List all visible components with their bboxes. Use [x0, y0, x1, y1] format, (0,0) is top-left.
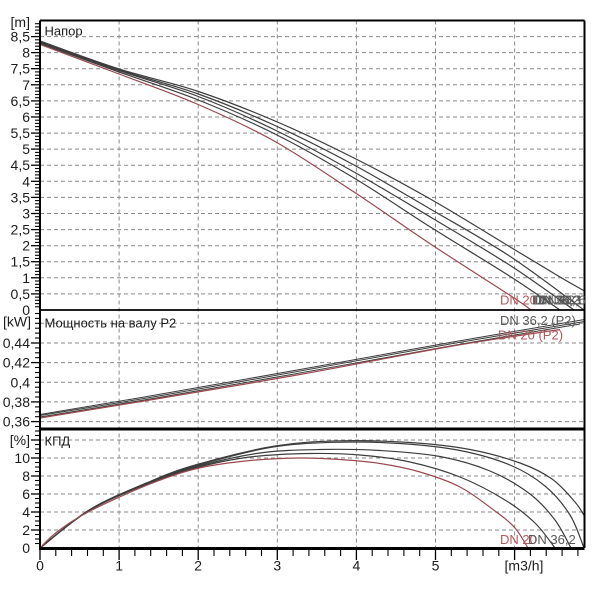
svg-text:0,42: 0,42 — [3, 355, 30, 371]
svg-text:6: 6 — [22, 486, 30, 502]
svg-text:[%]: [%] — [10, 432, 30, 448]
svg-text:4,5: 4,5 — [11, 157, 31, 173]
svg-text:6: 6 — [22, 109, 30, 125]
svg-text:2: 2 — [22, 238, 30, 254]
svg-text:0,4: 0,4 — [11, 374, 31, 390]
svg-text:DN 26,3: DN 26,3 — [533, 293, 581, 308]
svg-text:Мощность на валу Р2: Мощность на валу Р2 — [45, 315, 177, 330]
svg-text:7: 7 — [22, 77, 30, 93]
svg-text:8: 8 — [22, 45, 30, 61]
svg-text:КПД: КПД — [45, 433, 71, 448]
svg-text:DN 33,6: DN 33,6 — [538, 293, 586, 308]
svg-text:5: 5 — [432, 558, 440, 574]
svg-text:0: 0 — [22, 540, 30, 556]
svg-text:6,5: 6,5 — [11, 93, 31, 109]
svg-text:DN 36,2 (P2): DN 36,2 (P2) — [500, 313, 576, 328]
svg-text:0: 0 — [22, 302, 30, 318]
svg-text:1: 1 — [115, 558, 123, 574]
svg-text:2: 2 — [22, 522, 30, 538]
svg-text:DN 30,1: DN 30,1 — [535, 293, 583, 308]
svg-text:3: 3 — [273, 558, 281, 574]
svg-text:[kW]: [kW] — [3, 314, 31, 330]
svg-text:8,5: 8,5 — [11, 29, 31, 45]
svg-text:3: 3 — [22, 206, 30, 222]
svg-text:7,5: 7,5 — [11, 61, 31, 77]
svg-text:0,38: 0,38 — [3, 394, 30, 410]
svg-text:Напор: Напор — [45, 24, 83, 39]
svg-text:[m3/h]: [m3/h] — [505, 558, 544, 574]
svg-text:1,5: 1,5 — [11, 254, 31, 270]
svg-text:0,36: 0,36 — [3, 414, 30, 430]
svg-text:10: 10 — [14, 450, 30, 466]
svg-text:5: 5 — [22, 141, 30, 157]
svg-text:3,5: 3,5 — [11, 189, 31, 205]
svg-text:4: 4 — [353, 558, 361, 574]
svg-text:5,5: 5,5 — [11, 125, 31, 141]
svg-text:[m]: [m] — [11, 14, 30, 30]
svg-text:DN 20 (P2): DN 20 (P2) — [498, 328, 563, 343]
svg-text:0,44: 0,44 — [3, 335, 30, 351]
svg-text:0,5: 0,5 — [11, 286, 31, 302]
svg-text:2: 2 — [194, 558, 202, 574]
svg-text:4: 4 — [22, 173, 30, 189]
svg-text:1: 1 — [22, 270, 30, 286]
svg-text:DN 36,2: DN 36,2 — [532, 293, 580, 308]
svg-text:4: 4 — [22, 504, 30, 520]
svg-text:8: 8 — [22, 468, 30, 484]
svg-text:2,5: 2,5 — [11, 222, 31, 238]
svg-text:DN 20: DN 20 — [500, 293, 537, 308]
svg-text:DN 20: DN 20 — [500, 532, 537, 547]
svg-text:0: 0 — [36, 558, 44, 574]
svg-text:DN 36,2: DN 36,2 — [528, 532, 576, 547]
